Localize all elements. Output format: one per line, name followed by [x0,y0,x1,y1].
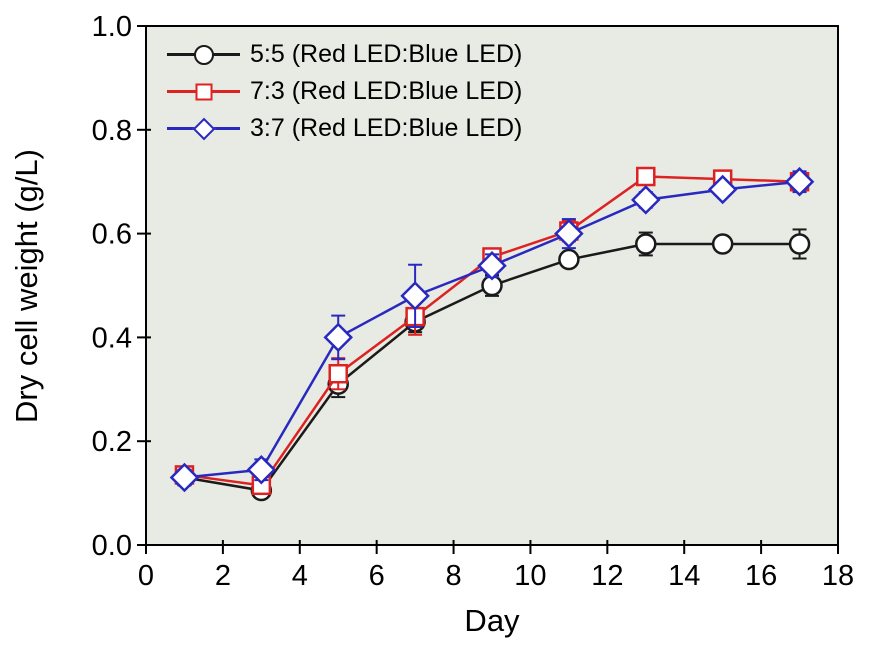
data-point-circle [558,248,580,271]
legend-swatch-diamond [167,115,240,143]
data-point-diamond [477,251,507,281]
square-marker-icon [195,83,212,100]
legend-item-5-5: 5:5 (Red LED:Blue LED) [167,36,522,73]
data-point-square [328,363,348,384]
x-tick-label: 6 [369,560,385,592]
data-point-diamond [784,166,815,197]
x-tick-label: 12 [591,560,623,592]
legend-swatch-square [167,78,240,106]
legend-label: 7:3 (Red LED:Blue LED) [250,77,523,105]
plot-frame [145,25,839,546]
x-tick-label: 16 [745,560,777,592]
diamond-marker-icon [192,117,215,140]
data-point-circle [635,233,657,255]
data-point-diamond [554,218,584,249]
legend-item-3-7: 3:7 (Red LED:Blue LED) [167,110,522,147]
data-point-diamond [400,281,430,311]
data-point-diamond [246,454,277,485]
data-point-square [636,166,656,187]
y-tick-label: 0.6 [92,219,132,251]
data-point-diamond [169,462,200,493]
y-tick-label: 0.0 [92,530,132,562]
x-tick-label: 2 [215,560,231,592]
circle-marker-icon [193,44,214,65]
data-point-diamond [323,322,353,353]
x-tick-label: 8 [445,560,461,592]
x-tick-label: 14 [668,560,700,592]
x-axis-title: Day [464,603,520,638]
y-tick-label: 0.4 [92,322,132,354]
x-tick-label: 4 [292,560,308,592]
legend-label: 5:5 (Red LED:Blue LED) [250,40,523,68]
x-tick-label: 0 [138,560,154,592]
data-point-circle [711,233,734,255]
data-point-diamond [707,174,738,205]
legend-label: 3:7 (Red LED:Blue LED) [250,114,523,142]
legend-item-7-3: 7:3 (Red LED:Blue LED) [167,73,522,110]
tick-labels: 0 2 4 6 8 10 12 14 16 18 0.0 0.2 0.4 0.6 0.8 1.0 [92,11,854,592]
legend-swatch-circle [167,41,240,69]
legend: 5:5 (Red LED:Blue LED) 7:3 (Red LED:Blue… [167,36,522,147]
series-diamond [169,166,815,493]
y-tick-label: 0.2 [92,426,132,458]
x-tick-label: 10 [514,560,546,592]
y-tick-label: 1.0 [92,11,132,43]
x-tick-label: 18 [822,560,854,592]
y-tick-label: 0.8 [92,115,132,147]
data-point-circle [788,233,811,255]
series-circle [173,228,811,502]
data-point-diamond [631,185,661,215]
y-axis-title: Dry cell weight (g/L) [9,149,44,423]
